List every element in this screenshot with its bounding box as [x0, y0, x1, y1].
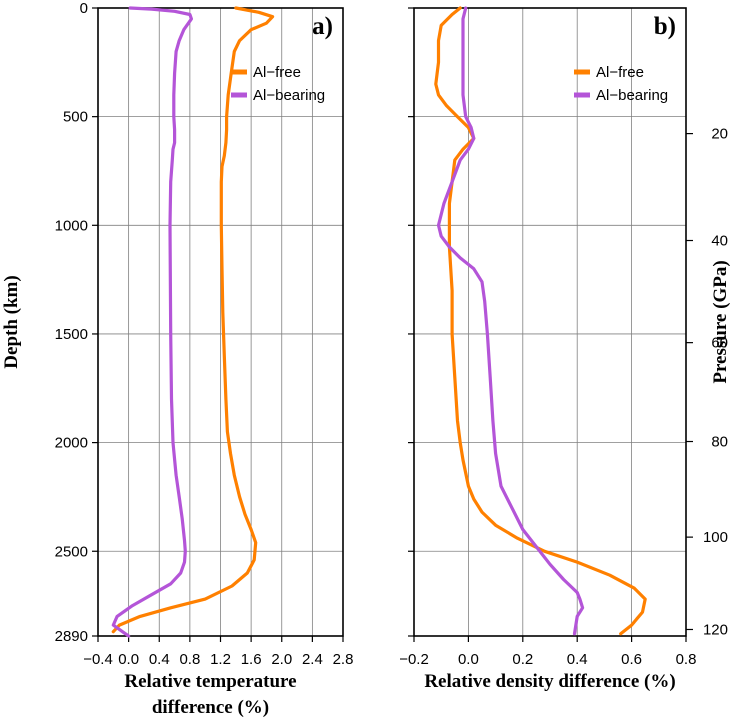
y-tick-label: 2000 [55, 435, 88, 452]
panel-label: b) [654, 13, 676, 40]
pressure-tick-label: 20 [711, 126, 728, 143]
panel-b-density: −0.2 0.0 0.2 0.4 0.6 0.8 20 40 60 80 100 120 Pressur… [399, 6, 731, 692]
y-tick-label: 2500 [55, 543, 88, 560]
series-line-al-bearing [111, 6, 193, 638]
y-tick-label: 2890 [55, 628, 88, 645]
y-tick-label: 0 [80, 0, 88, 17]
x-tick-label: 0.8 [676, 651, 697, 668]
pressure-axis-title: Pressure (GPa) [710, 260, 731, 383]
y-tick-label: 500 [63, 109, 88, 126]
pressure-tick-label: 100 [703, 529, 728, 546]
pressure-tick-label: 120 [703, 621, 728, 638]
legend-label: Al−free [596, 64, 644, 81]
x-tick-label: 1.6 [241, 651, 262, 668]
x-tick-label: 0.4 [149, 651, 170, 668]
x-tick-label: 1.2 [210, 651, 231, 668]
pressure-tick-label: 80 [711, 434, 728, 451]
x-tick-label: −0.4 [83, 651, 113, 668]
plot-frame [413, 7, 687, 637]
panel-label: a) [312, 13, 333, 40]
series-line-al-free [111, 6, 275, 634]
series-line-al-free [434, 6, 647, 636]
pressure-tick-label: 40 [711, 233, 728, 250]
legend-label: Al−free [253, 64, 301, 81]
x-tick-label: 0.0 [118, 651, 139, 668]
x-tick-label: 2.4 [302, 651, 323, 668]
x-tick-label: 0.8 [179, 651, 200, 668]
series-line-al-bearing [436, 6, 585, 636]
legend-label: Al−bearing [596, 87, 668, 104]
x-tick-label: 0.6 [621, 651, 642, 668]
x-tick-label: 2.0 [271, 651, 292, 668]
x-axis-title: Relative temperature difference (%) [124, 671, 296, 718]
y-axis-title: Depth (km) [1, 275, 22, 368]
x-tick-label: 2.8 [333, 651, 354, 668]
legend-label: Al−bearing [253, 87, 325, 104]
y-tick-label: 1500 [55, 326, 88, 343]
x-axis-title: Relative density difference (%) [424, 671, 675, 692]
x-tick-label: 0.2 [512, 651, 533, 668]
x-tick-label: 0.4 [567, 651, 588, 668]
x-tick-label: 0.0 [458, 651, 479, 668]
y-tick-label: 1000 [55, 217, 88, 234]
x-tick-label: −0.2 [399, 651, 429, 668]
panel-a-temperature: −0.4 0.0 0.4 0.8 1.2 1.6 2.0 2.4 2.8 0 500 1000 1500… [1, 0, 353, 718]
pressure-tick-label: 60 [711, 335, 728, 352]
